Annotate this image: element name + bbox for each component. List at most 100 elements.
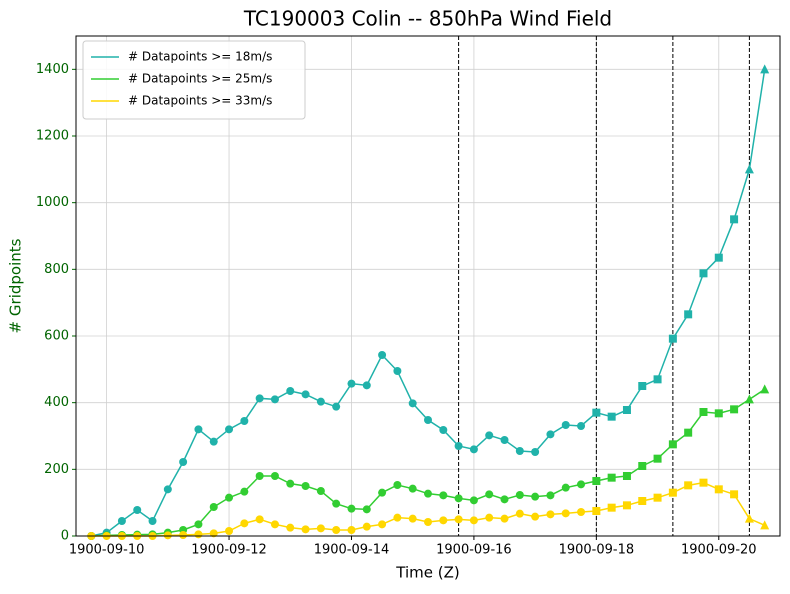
marker [653,454,662,463]
chart-title: TC190003 Colin -- 850hPa Wind Field [243,7,612,31]
marker [255,472,264,480]
marker [393,513,402,522]
marker [638,382,647,390]
y-tick-label: 1400 [36,62,69,77]
marker [760,384,770,394]
legend-box [82,40,306,120]
marker [424,416,432,424]
marker [240,519,249,528]
marker [439,516,448,525]
marker [240,487,249,496]
marker [378,520,387,529]
marker [225,527,234,535]
marker [607,412,616,421]
marker [592,477,601,485]
marker [515,447,524,455]
marker [577,508,586,516]
x-tick-label: 1900-09-10 [69,543,145,558]
marker [653,375,662,384]
marker [531,492,540,501]
marker [225,493,234,502]
marker [744,394,754,404]
x-tick-label: 1900-09-16 [436,543,512,558]
marker [301,525,310,534]
y-tick-label: 400 [44,395,69,410]
marker [485,513,494,522]
marker [347,379,356,388]
marker [270,472,279,480]
marker [163,485,172,494]
legend-label: # Datapoints >= 18m/s [128,50,272,64]
marker [378,351,387,359]
marker [194,520,203,529]
marker [500,436,509,444]
marker [454,494,463,503]
marker [209,503,218,511]
marker [255,394,264,403]
x-axis-label: Time (Z) [395,564,459,582]
y-tick-label: 200 [44,462,69,477]
marker [760,520,770,530]
marker [408,399,417,408]
marker [393,481,402,489]
marker [362,522,371,531]
marker [531,448,540,456]
marker [577,422,586,430]
marker [286,387,295,395]
marker [714,409,723,418]
marker [225,425,234,434]
marker [393,367,402,375]
marker [148,517,157,525]
marker [316,397,325,406]
marker [592,507,601,515]
marker [194,425,203,434]
x-tick-label: 1900-09-14 [314,543,390,558]
marker [209,437,218,446]
marker [270,520,279,529]
y-tick-label: 1200 [36,129,69,144]
marker [270,395,279,404]
marker [424,518,432,526]
marker [668,488,677,497]
marker [347,526,356,534]
marker [699,478,708,487]
marker [454,515,463,524]
marker [730,215,739,224]
y-tick-label: 600 [44,329,69,344]
legend-label: # Datapoints >= 25m/s [128,72,272,86]
y-tick-label: 0 [61,529,69,544]
marker [485,490,494,499]
marker [546,430,555,439]
marker [500,495,509,504]
marker [469,516,478,525]
marker [638,462,647,470]
marker [638,497,647,505]
x-tick-label: 1900-09-18 [559,543,635,558]
marker [179,458,188,466]
marker [760,64,770,74]
marker [622,472,631,480]
marker [133,506,142,514]
marker [316,487,325,495]
marker [699,269,708,278]
marker [668,334,677,343]
marker [439,491,448,500]
marker [668,440,677,449]
marker [561,421,570,429]
marker [286,479,295,488]
marker [347,504,356,513]
marker [622,501,631,510]
marker [179,531,188,539]
marker [301,390,310,399]
marker [714,485,723,494]
marker [561,509,570,518]
marker [607,503,616,512]
marker [240,417,249,425]
marker [699,408,708,416]
marker [653,493,662,502]
marker [730,405,739,414]
marker [622,406,631,414]
marker [714,253,723,262]
marker [332,402,341,411]
marker [485,431,494,440]
